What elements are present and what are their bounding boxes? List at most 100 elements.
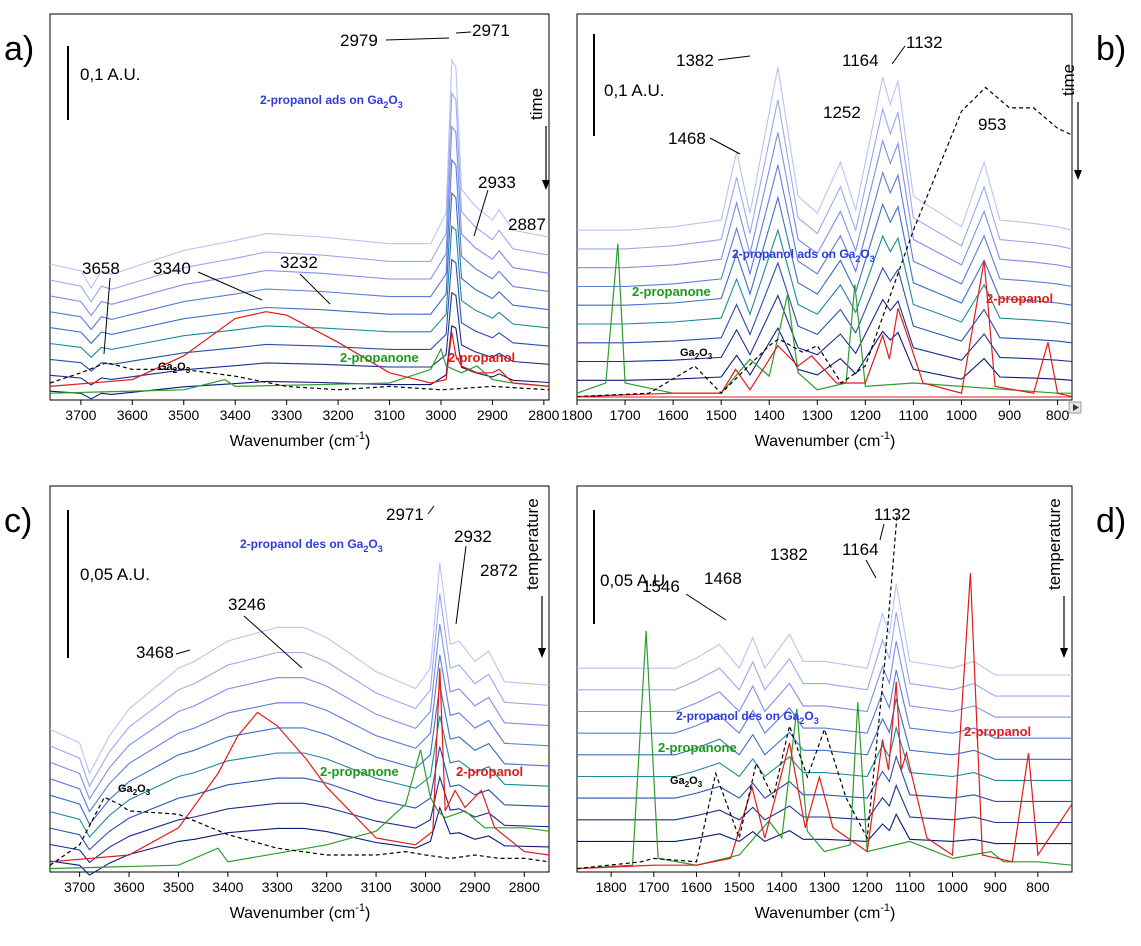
- panel-a-scale-label: 0,1 A.U.: [80, 65, 140, 84]
- panel-d-legend-blue: 2-propanol des on Ga2O3: [676, 709, 819, 726]
- series-line-2-propanol-des-on-ga2o3-5: [49, 715, 550, 838]
- panel-a-direction: time: [527, 88, 546, 120]
- panel-d-x-title: Wavenumber (cm-1): [755, 902, 896, 922]
- x-tick-label: 1700: [609, 407, 640, 423]
- series-line-2-propanone: [49, 749, 550, 870]
- panel-c-direction: temperature: [523, 498, 542, 590]
- series-line-2-propanol-ads-on-ga2o3-1: [49, 91, 550, 303]
- peak-1546: 1546: [642, 577, 680, 596]
- peak-3468: 3468: [136, 643, 174, 662]
- panel-b-legend-red: 2-propanol: [986, 291, 1053, 306]
- series-line-2-propanol-ads-on-ga2o3-7: [49, 291, 550, 386]
- panel-c-scale-label: 0,05 A.U.: [80, 565, 150, 584]
- panel-c-legend-black: Ga2O3: [118, 783, 151, 797]
- x-tick-label: 3300: [262, 879, 293, 895]
- panel-a: a) 0,1 A.U. 3700 3600 3500 3400 3300 3200 3100…: [4, 13, 560, 450]
- peak-2979-leader: [385, 37, 450, 41]
- panel-c-arrow-head: [538, 648, 546, 658]
- x-tick-label: 2900: [477, 407, 508, 423]
- peak-3246-leader: [243, 615, 303, 669]
- series-line-2-propanol-des-on-ga2o3-4: [49, 685, 550, 826]
- panel-a-x-axis: 3700 3600 3500 3400 3300 3200 3100 3000 2900 2800: [65, 400, 560, 423]
- x-tick-label: 1300: [809, 879, 840, 895]
- x-tick-label: 1600: [658, 407, 689, 423]
- peak-3232: 3232: [280, 253, 318, 272]
- series-line-2-propanol-des-on-ga2o3-8: [49, 805, 550, 876]
- series-line-2-propanol-ads-on-ga2o3-3: [49, 158, 550, 331]
- series-line-2-propanol-des-on-ga2o3-7: [577, 783, 1072, 824]
- x-tick-label: 3100: [374, 407, 405, 423]
- panel-c-label: c): [4, 502, 32, 540]
- series-line-2-propanol-ads-on-ga2o3-8: [49, 325, 550, 400]
- peak-3468-leader: [175, 649, 191, 655]
- x-tick-label: 3500: [168, 407, 199, 423]
- panel-c-series: [49, 562, 550, 876]
- panel-a-arrow-head: [542, 180, 550, 190]
- panel-a-legend-blue: 2-propanol ads on Ga2O3: [260, 93, 403, 110]
- play-icon: [1073, 404, 1079, 411]
- panel-c-x-axis: 3700 3600 3500 3400 3300 3200 3100 3000 2900 2800: [64, 872, 540, 895]
- panel-c: c) 0,05 A.U. 3700 3600 3500 3400 3300 3200 310…: [4, 485, 550, 922]
- series-line-2-propanol: [576, 573, 1073, 870]
- peak-2872: 2872: [480, 561, 518, 580]
- series-line-2-propanol-ads-on-ga2o3-6: [577, 261, 1073, 344]
- series-line-2-propanol: [576, 260, 1073, 398]
- panel-d-scale-label: 0,05 A.U.: [600, 571, 670, 590]
- x-tick-label: 1500: [706, 407, 737, 423]
- panel-b-arrow-head: [1074, 170, 1082, 180]
- x-tick-label: 1400: [766, 879, 797, 895]
- peak-3340-leader: [197, 271, 263, 301]
- panel-d-legend-red: 2-propanol: [964, 724, 1031, 739]
- peak-3658-leader: [103, 277, 111, 355]
- peak-1546-leader: [685, 593, 727, 621]
- series-line-2-propanol-des-on-ga2o3-5: [577, 725, 1072, 781]
- series-line-ga2o3: [576, 86, 1073, 398]
- x-tick-label: 1800: [596, 879, 627, 895]
- series-line-2-propanol-des-on-ga2o3-0: [577, 583, 1072, 676]
- panel-b-legend-blue: 2-propanol ads on Ga2O3: [732, 247, 875, 264]
- series-line-2-propanol-des-on-ga2o3-4: [577, 698, 1072, 760]
- peak-2971c-leader: [427, 505, 435, 515]
- x-tick-label: 800: [1046, 407, 1070, 423]
- x-tick-label: 1800: [561, 407, 592, 423]
- peak-2971c: 2971: [386, 505, 424, 524]
- series-line-2-propanol-des-on-ga2o3-1: [577, 611, 1072, 697]
- series-line-2-propanol-ads-on-ga2o3-0: [49, 58, 550, 289]
- peak-953: 953: [978, 115, 1006, 134]
- panel-d-label: d): [1096, 502, 1126, 540]
- series-line-2-propanol-ads-on-ga2o3-5: [49, 225, 550, 358]
- x-tick-label: 3400: [220, 407, 251, 423]
- peak-1132d: 1132: [874, 505, 911, 524]
- series-line-2-propanol-ads-on-ga2o3-8: [577, 326, 1073, 381]
- peak-1132d-leader: [879, 523, 885, 541]
- panel-d-direction: temperature: [1045, 498, 1064, 590]
- x-tick-label: 2900: [459, 879, 490, 895]
- peak-1164: 1164: [842, 51, 879, 70]
- x-tick-label: 1700: [638, 879, 669, 895]
- panel-a-legend-red: 2-propanol: [448, 350, 515, 365]
- panel-a-frame: [49, 13, 550, 401]
- series-line-2-propanol-ads-on-ga2o3-3: [577, 164, 1073, 288]
- panel-c-frame: [49, 485, 550, 873]
- x-tick-label: 2800: [528, 407, 559, 423]
- x-tick-label: 1100: [895, 879, 925, 895]
- x-tick-label: 3000: [425, 407, 456, 423]
- x-tick-label: 1100: [898, 407, 928, 423]
- panel-b-scale-label: 0,1 A.U.: [604, 81, 664, 100]
- x-tick-label: 1200: [850, 407, 881, 423]
- peak-2932-leader: [455, 545, 467, 625]
- panel-b-direction: time: [1059, 64, 1078, 96]
- series-line-2-propanone: [576, 630, 1073, 870]
- peak-1382d: 1382: [770, 545, 808, 564]
- series-line-ga2o3: [576, 515, 898, 870]
- x-tick-label: 1400: [754, 407, 785, 423]
- x-tick-label: 3100: [361, 879, 392, 895]
- series-line-2-propanol: [49, 668, 550, 863]
- x-tick-label: 3200: [323, 407, 354, 423]
- peak-2933: 2933: [478, 173, 516, 192]
- x-tick-label: 2800: [509, 879, 540, 895]
- peak-1468: 1468: [668, 129, 706, 148]
- panel-b-legend-green: 2-propanone: [632, 284, 711, 299]
- x-tick-label: 1500: [724, 879, 755, 895]
